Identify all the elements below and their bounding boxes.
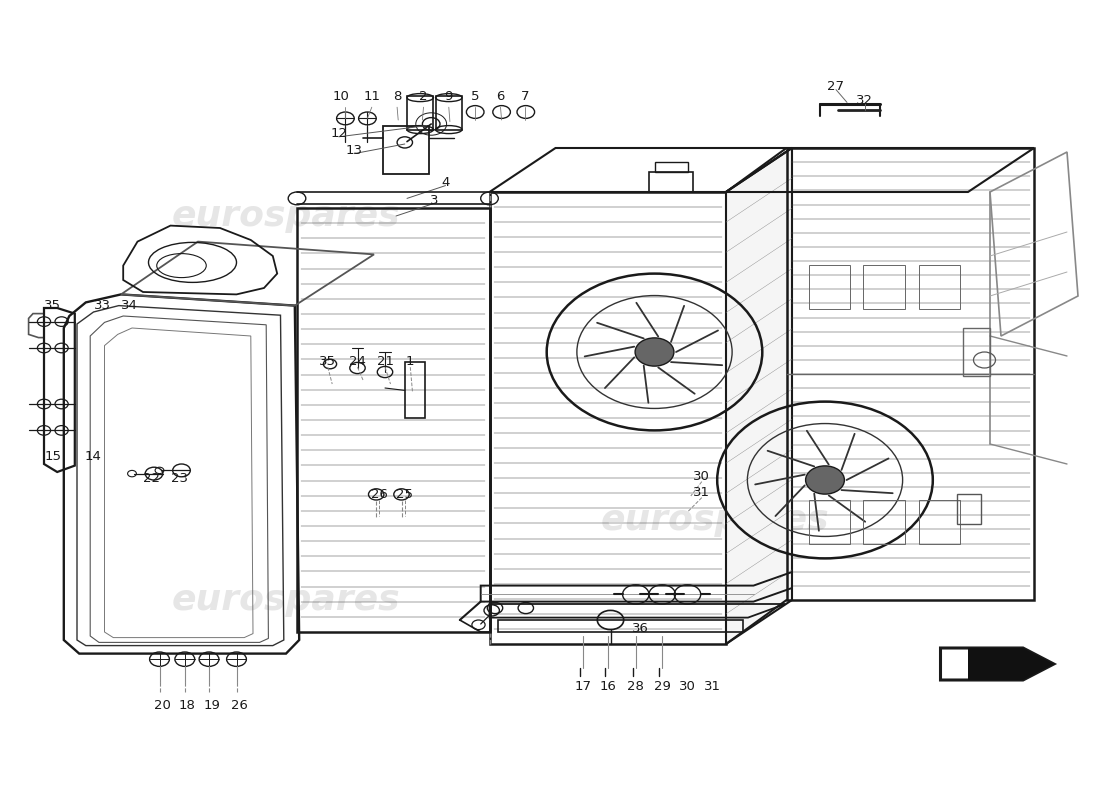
Bar bbox=[383, 126, 429, 174]
Bar bbox=[957, 494, 981, 524]
Text: 11: 11 bbox=[363, 90, 381, 102]
Bar bbox=[808, 265, 850, 309]
Text: 33: 33 bbox=[94, 299, 111, 312]
Text: 1: 1 bbox=[406, 355, 415, 368]
Text: 7: 7 bbox=[520, 90, 529, 102]
Text: 27: 27 bbox=[827, 80, 845, 93]
Text: 30: 30 bbox=[679, 680, 696, 693]
Bar bbox=[808, 500, 850, 544]
Bar bbox=[490, 192, 726, 644]
Bar bbox=[405, 362, 425, 418]
Bar bbox=[918, 500, 960, 544]
Text: 30: 30 bbox=[693, 470, 711, 482]
Text: eurospares: eurospares bbox=[172, 583, 400, 617]
Text: 26: 26 bbox=[231, 699, 249, 712]
Text: 6: 6 bbox=[496, 90, 505, 102]
Bar bbox=[297, 208, 490, 632]
Text: 26: 26 bbox=[371, 488, 388, 501]
Bar bbox=[864, 265, 905, 309]
Text: 10: 10 bbox=[332, 90, 350, 102]
Text: 8: 8 bbox=[393, 90, 402, 102]
Bar bbox=[864, 500, 905, 544]
Text: 17: 17 bbox=[574, 680, 592, 693]
Text: 21: 21 bbox=[376, 355, 394, 368]
Text: 15: 15 bbox=[44, 450, 62, 462]
Bar bbox=[918, 265, 960, 309]
Text: 31: 31 bbox=[704, 680, 722, 693]
Text: 5: 5 bbox=[471, 90, 480, 102]
Text: 36: 36 bbox=[631, 622, 649, 634]
Text: 29: 29 bbox=[653, 680, 671, 693]
Text: 32: 32 bbox=[856, 94, 873, 106]
Text: 28: 28 bbox=[627, 680, 645, 693]
Text: 12: 12 bbox=[330, 127, 348, 140]
Bar bbox=[786, 148, 1034, 600]
Text: 18: 18 bbox=[178, 699, 196, 712]
Text: eurospares: eurospares bbox=[172, 199, 400, 233]
Text: 20: 20 bbox=[154, 699, 172, 712]
Bar bbox=[436, 96, 462, 130]
Text: 16: 16 bbox=[600, 680, 617, 693]
Bar bbox=[649, 172, 693, 192]
Text: 14: 14 bbox=[85, 450, 102, 462]
Bar bbox=[407, 96, 433, 130]
Text: 2: 2 bbox=[419, 90, 428, 102]
Text: 22: 22 bbox=[143, 472, 161, 485]
Bar bbox=[654, 162, 688, 172]
Text: 13: 13 bbox=[345, 144, 363, 157]
Text: 25: 25 bbox=[396, 488, 414, 501]
Text: 4: 4 bbox=[441, 176, 450, 189]
Text: eurospares: eurospares bbox=[601, 503, 829, 537]
Text: 9: 9 bbox=[444, 90, 453, 102]
Polygon shape bbox=[968, 648, 1054, 680]
Text: 24: 24 bbox=[349, 355, 366, 368]
Text: 35: 35 bbox=[44, 299, 62, 312]
Text: 31: 31 bbox=[693, 486, 711, 498]
Polygon shape bbox=[726, 148, 792, 644]
Circle shape bbox=[805, 466, 845, 494]
Bar bbox=[962, 328, 990, 376]
Text: 3: 3 bbox=[430, 194, 439, 206]
Text: 35: 35 bbox=[319, 355, 337, 368]
Text: 23: 23 bbox=[170, 472, 188, 485]
Text: 19: 19 bbox=[204, 699, 221, 712]
Circle shape bbox=[635, 338, 674, 366]
Text: 34: 34 bbox=[121, 299, 139, 312]
